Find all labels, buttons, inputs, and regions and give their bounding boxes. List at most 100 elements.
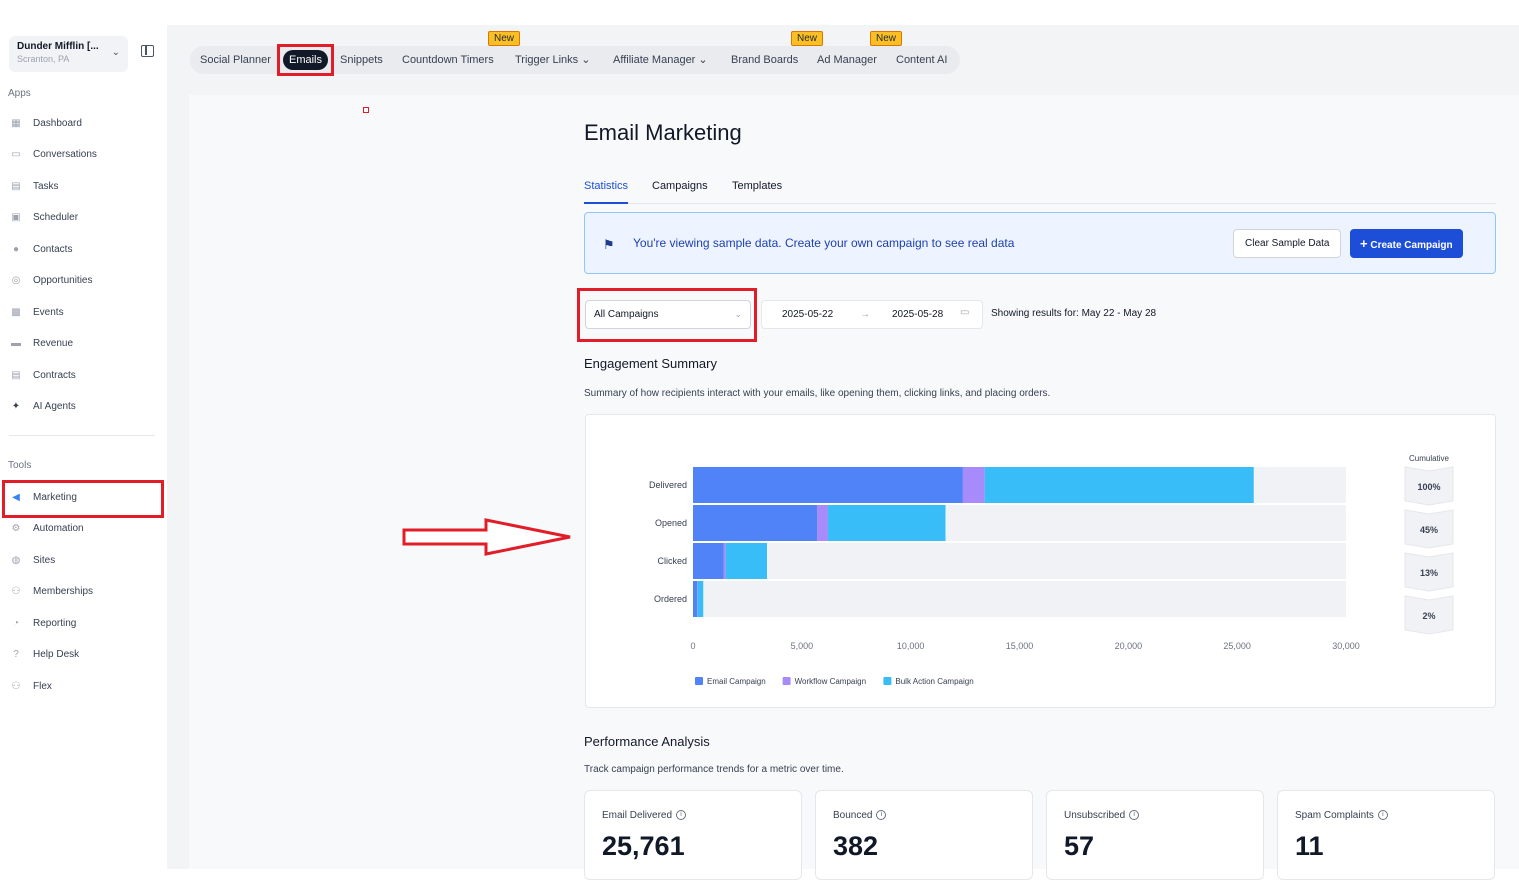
sidebar-item-flex[interactable]: ⚇Flex <box>9 675 159 697</box>
bar-segment <box>963 467 985 503</box>
bar-segment <box>817 505 828 541</box>
cumulative-label: Cumulative <box>1409 454 1450 463</box>
engagement-subtitle: Summary of how recipients interact with … <box>584 388 1050 399</box>
sidebar-item-scheduler[interactable]: ▣ Scheduler <box>9 206 159 228</box>
sidebar-divider <box>9 435 155 436</box>
tab-campaigns[interactable]: Campaigns <box>652 178 708 204</box>
sidebar-item-revenue[interactable]: ▬Revenue <box>9 332 159 354</box>
topnav-brand-boards[interactable]: Brand Boards <box>731 46 798 74</box>
start-date: 2025-05-22 <box>782 309 833 320</box>
sidebar-item-events[interactable]: ▩Events <box>9 301 159 323</box>
legend-label: Workflow Campaign <box>795 677 866 686</box>
sidebar-item-label: Dashboard <box>33 118 82 129</box>
engagement-title: Engagement Summary <box>584 356 717 371</box>
topnav-ad-manager[interactable]: Ad Manager <box>817 46 877 74</box>
create-campaign-label: Create Campaign <box>1370 240 1452 251</box>
date-range-picker[interactable]: 2025-05-22 → 2025-05-28 ▭ <box>761 300 983 329</box>
performance-title: Performance Analysis <box>584 734 710 749</box>
sidebar-item-label: Scheduler <box>33 212 78 223</box>
bar-segment <box>693 581 697 617</box>
highlight-campaign-select <box>577 288 757 342</box>
bar-segment <box>693 467 963 503</box>
bar-track <box>693 581 1346 617</box>
topnav-affiliate-manager[interactable]: Affiliate Manager ⌄ <box>613 46 708 74</box>
sidebar-item-memberships[interactable]: ⚇Memberships <box>9 580 159 602</box>
x-tick-label: 5,000 <box>791 641 814 651</box>
info-icon: i <box>876 810 886 820</box>
sidebar-item-conversations[interactable]: ▭Conversations <box>9 143 159 165</box>
tab-templates[interactable]: Templates <box>732 178 782 204</box>
cumulative-value: 13% <box>1420 568 1438 578</box>
legend-swatch <box>783 677 791 685</box>
sidebar-item-opportunities[interactable]: ◎Opportunities <box>9 269 159 291</box>
bar-segment <box>698 581 703 617</box>
bar-segment <box>726 543 767 579</box>
bar-segment <box>828 505 946 541</box>
topnav-social-planner[interactable]: Social Planner <box>200 46 271 74</box>
bar-segment <box>693 543 723 579</box>
bar-segment <box>693 505 817 541</box>
annotation-marker <box>363 107 369 113</box>
create-campaign-button[interactable]: + Create Campaign <box>1350 229 1463 258</box>
sidebar-item-automation[interactable]: ⚙Automation <box>9 517 159 539</box>
sidebar-item-contacts[interactable]: ●Contacts <box>9 238 159 260</box>
x-tick-label: 25,000 <box>1223 641 1251 651</box>
chevron-down-icon: ⌄ <box>698 54 707 66</box>
topnav-trigger-links[interactable]: Trigger Links ⌄ <box>515 46 590 74</box>
sidebar-item-label: Memberships <box>33 586 93 597</box>
topnav-content-ai[interactable]: Content AI <box>896 46 947 74</box>
sidebar-item-label: Contracts <box>33 370 76 381</box>
sidebar: Dunder Mifflin [... Scranton, PA ⌄ Apps … <box>0 0 167 869</box>
legend-label: Email Campaign <box>707 677 766 686</box>
sidebar-item-help-desk[interactable]: ?Help Desk <box>9 643 159 665</box>
x-tick-label: 30,000 <box>1332 641 1360 651</box>
sidebar-item-dashboard[interactable]: ▦ Dashboard <box>9 112 159 134</box>
reporting-icon: ◔ <box>9 616 23 630</box>
page-title: Email Marketing <box>584 120 742 146</box>
sidebar-item-sites[interactable]: ◍Sites <box>9 549 159 571</box>
account-location: Scranton, PA <box>17 54 120 64</box>
arrow-right-icon: → <box>860 309 870 320</box>
sidebar-item-ai-agents[interactable]: ✦AI Agents <box>9 395 159 417</box>
calendar-icon: ▣ <box>9 210 23 224</box>
account-switcher[interactable]: Dunder Mifflin [... Scranton, PA ⌄ <box>9 36 128 72</box>
showing-results-text: Showing results for: May 22 - May 28 <box>991 308 1156 319</box>
topnav-countdown-timers[interactable]: Countdown Timers <box>402 46 494 74</box>
sidebar-item-reporting[interactable]: ◔ Reporting <box>9 612 159 634</box>
info-icon: i <box>1129 810 1139 820</box>
flag-icon: ⚑ <box>603 237 615 253</box>
topnav-snippets[interactable]: Snippets <box>340 46 383 74</box>
tab-bar: Statistics Campaigns Templates <box>584 178 1496 204</box>
account-name: Dunder Mifflin [... <box>17 41 109 52</box>
sidebar-item-label: Reporting <box>33 618 76 629</box>
x-tick-label: 0 <box>690 641 695 651</box>
dashboard-icon: ▦ <box>9 116 23 130</box>
new-badge: New <box>791 31 823 46</box>
clear-sample-data-button[interactable]: Clear Sample Data <box>1233 229 1341 258</box>
legend-swatch <box>883 677 891 685</box>
revenue-icon: ▬ <box>9 336 23 350</box>
collapse-sidebar-icon[interactable] <box>141 45 154 57</box>
tab-statistics[interactable]: Statistics <box>584 178 628 204</box>
x-tick-label: 20,000 <box>1115 641 1143 651</box>
sidebar-item-tasks[interactable]: ▤Tasks <box>9 175 159 197</box>
sidebar-item-label: Conversations <box>33 149 97 160</box>
performance-subtitle: Track campaign performance trends for a … <box>584 764 844 775</box>
plus-icon: + <box>1360 236 1368 251</box>
cumulative-value: 2% <box>1422 611 1435 621</box>
highlight-emails-tab <box>277 44 334 76</box>
stat-value: 11 <box>1295 831 1324 862</box>
sidebar-item-label: AI Agents <box>33 401 76 412</box>
chevron-down-icon: ⌄ <box>581 54 590 66</box>
contacts-icon: ● <box>9 242 23 256</box>
x-tick-label: 10,000 <box>897 641 925 651</box>
sidebar-item-contracts[interactable]: ▤Contracts <box>9 364 159 386</box>
topnav-label: Affiliate Manager <box>613 54 695 66</box>
bar-segment <box>985 467 1254 503</box>
